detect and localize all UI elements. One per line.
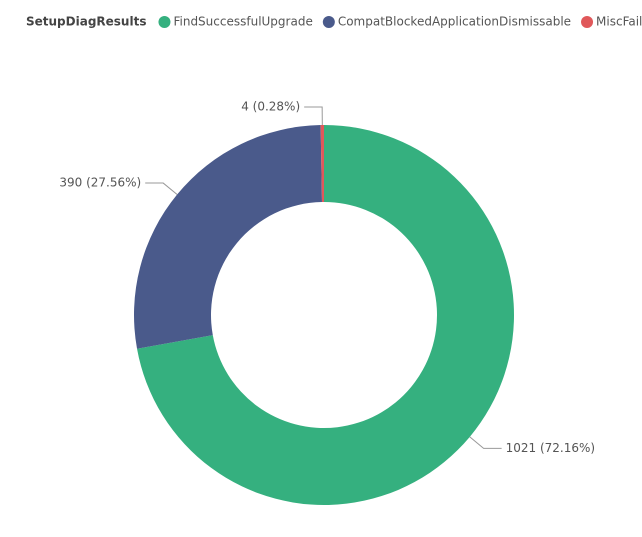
data-label: 4 (0.28%) [241,100,300,114]
donut-slice [137,125,514,505]
legend-label: MiscFailure [596,15,642,29]
legend-title: SetupDiagResults [26,15,146,29]
data-label: 390 (27.56%) [59,176,141,190]
legend-marker [322,16,335,28]
donut-slice [134,125,322,349]
donut-slice [320,125,324,203]
legend-marker [581,16,594,28]
legend-marker [158,16,171,28]
leader-line [469,436,502,449]
plot: 1021 (72.16%) 390 (27.56%) 4 (0.28%) [59,100,595,505]
legend: FindSuccessfulUpgrade CompatBlockedApplic… [158,15,642,29]
leader-line [304,106,323,126]
leader-line [145,182,178,195]
legend-label: FindSuccessfulUpgrade [173,15,312,29]
legend-label: CompatBlockedApplicationDismissable [338,15,571,29]
data-label: 1021 (72.16%) [506,441,595,455]
